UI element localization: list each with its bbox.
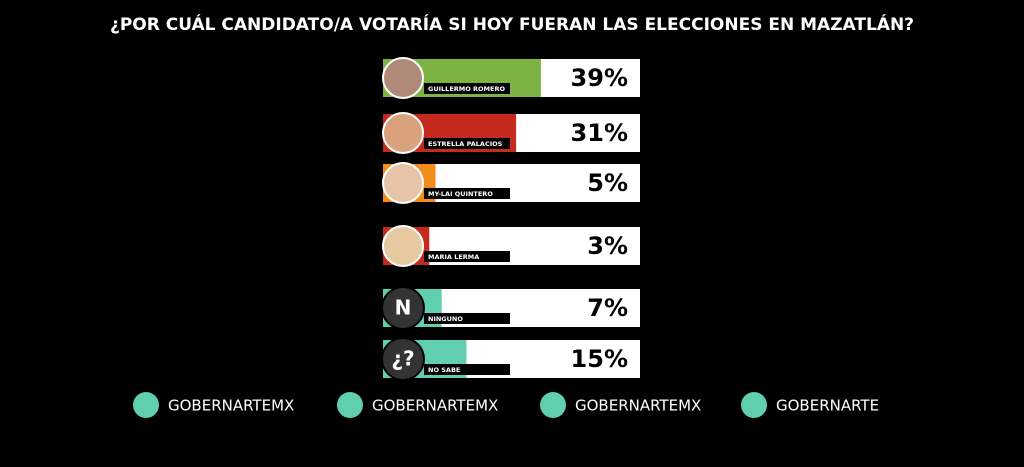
social-icon[interactable]: [133, 392, 159, 418]
value-label: 5%: [587, 169, 628, 197]
value-label: 15%: [571, 345, 628, 373]
avatar: [382, 162, 424, 204]
social-handle[interactable]: GOBERNARTEMX: [575, 397, 701, 415]
social-handle[interactable]: GOBERNARTEMX: [168, 397, 294, 415]
name-box: [424, 188, 510, 199]
value-label: 7%: [587, 294, 628, 322]
chart-title: ¿POR CUÁL CANDIDATO/A VOTARÍA SI HOY FUE…: [110, 13, 914, 35]
name-box: [424, 83, 510, 94]
value-label: 31%: [571, 119, 628, 147]
avatar: [382, 112, 424, 154]
value-label: 39%: [571, 64, 628, 92]
name-box: [424, 138, 510, 149]
category-label: MARIA LERMA: [428, 253, 479, 261]
icon-text: ¿?: [391, 347, 414, 371]
category-label: GUILLERMO ROMERO: [428, 85, 505, 93]
category-label: NO SABE: [428, 366, 460, 374]
category-label: ESTRELLA PALACIOS: [428, 140, 503, 148]
avatar: [382, 225, 424, 267]
name-box: [424, 313, 510, 324]
social-icon[interactable]: [741, 392, 767, 418]
category-label: NINGUNO: [428, 315, 463, 323]
name-box: [424, 364, 510, 375]
social-icon[interactable]: [337, 392, 363, 418]
icon-circle: [381, 337, 425, 381]
social-handle[interactable]: GOBERNARTEMX: [372, 397, 498, 415]
avatar: [382, 57, 424, 99]
icon-circle: [381, 286, 425, 330]
icon-text: N: [395, 296, 412, 320]
name-box: [424, 251, 510, 262]
value-label: 3%: [587, 232, 628, 260]
category-label: MY-LAI QUINTERO: [428, 190, 493, 198]
social-icon[interactable]: [540, 392, 566, 418]
social-handle[interactable]: GOBERNARTE: [776, 397, 879, 415]
